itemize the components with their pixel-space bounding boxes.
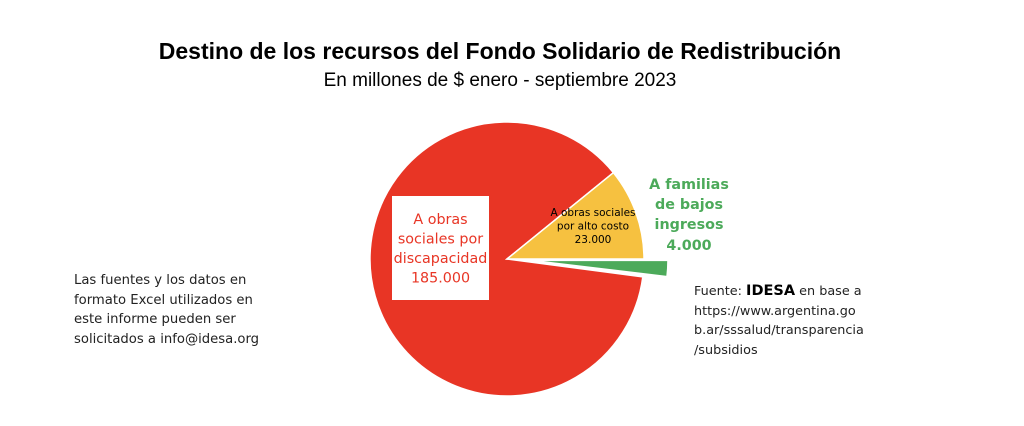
- label-discapacidad-line: sociales por: [398, 232, 483, 248]
- value-label-discapacidad: 185.000: [411, 271, 470, 287]
- source-note: Fuente: IDESA en base a https://www.arge…: [694, 282, 874, 360]
- source-url-line-2: b.ar/sssalud/transparencia: [694, 323, 864, 339]
- label-box-discapacidad: [392, 196, 489, 300]
- source-prefix: Fuente:: [694, 284, 742, 299]
- label-alto-costo-line: A obras sociales: [550, 207, 635, 219]
- source-url-line-3: /subsidios: [694, 342, 758, 358]
- source-url-line-1: https://www.argentina.go: [694, 303, 856, 319]
- label-bajos-ingresos-line: de bajos: [655, 197, 723, 213]
- label-discapacidad-line: A obras: [413, 212, 467, 228]
- slice-bajos-ingresos: [530, 259, 669, 278]
- label-bajos-ingresos-line: ingresos: [655, 217, 724, 233]
- value-label-alto-costo: 23.000: [575, 234, 612, 246]
- chart-subtitle: En millones de $ enero - septiembre 2023: [323, 70, 677, 91]
- label-alto-costo-line: por alto costo: [557, 221, 629, 233]
- chart-title: Destino de los recursos del Fondo Solida…: [158, 38, 842, 64]
- data-availability-note: Las fuentes y los datos en formato Excel…: [74, 273, 260, 347]
- idesa-brand: IDESA: [746, 283, 796, 299]
- slice-alto-costo: [504, 171, 645, 260]
- label-discapacidad-line: discapacidad: [394, 251, 488, 267]
- label-bajos-ingresos-line: A familias: [649, 177, 729, 193]
- source-suffix: en base a: [799, 284, 862, 299]
- value-label-bajos-ingresos: 4.000: [666, 238, 711, 254]
